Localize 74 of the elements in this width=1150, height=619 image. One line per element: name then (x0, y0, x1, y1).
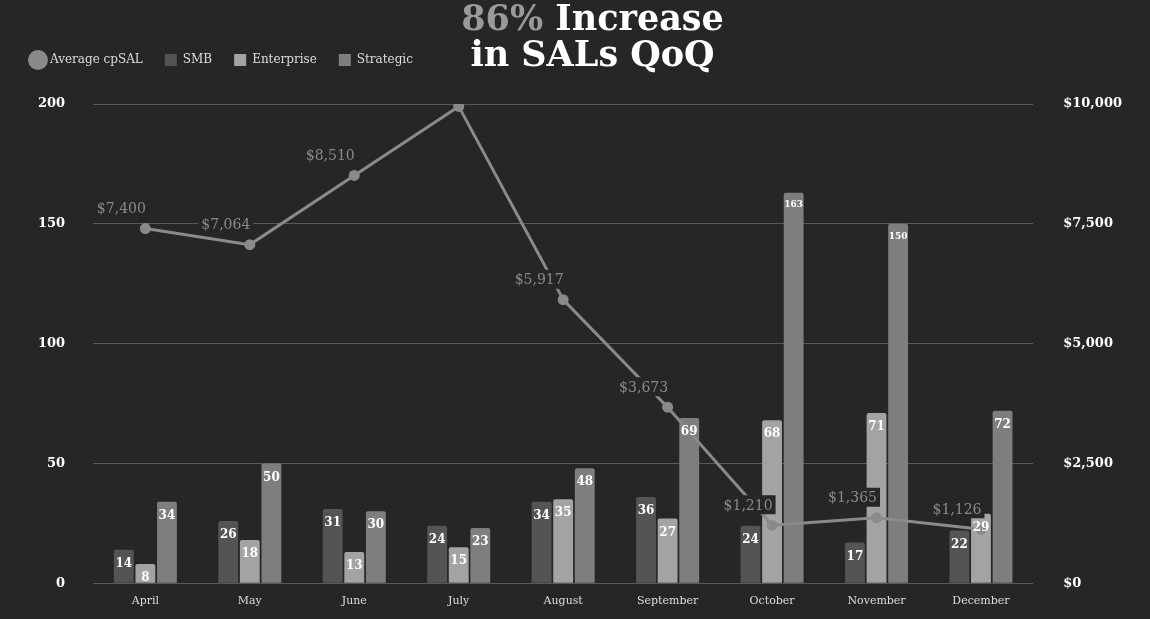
data-label: 23 (471, 534, 489, 549)
data-label: 14 (115, 555, 133, 570)
legend-label: SMB (182, 52, 213, 67)
y-tick-label: 100 (38, 334, 66, 350)
data-label: 29 (972, 519, 990, 534)
x-tick-label: July (447, 593, 471, 607)
data-label: 24 (428, 531, 446, 546)
data-label: 8 (141, 570, 150, 585)
data-label: $7,400 (96, 200, 146, 217)
bar (365, 511, 386, 583)
data-label: 34 (533, 507, 550, 522)
x-tick-label: June (340, 593, 367, 607)
data-label: 17 (846, 548, 864, 563)
data-label: $1,126 (932, 500, 982, 517)
y2-tick-label: $0 (1063, 574, 1082, 590)
y-tick-label: 200 (38, 95, 66, 111)
bar (157, 501, 177, 583)
x-tick-label: November (847, 593, 907, 607)
data-label: 68 (763, 426, 781, 441)
data-label: $1,365 (828, 489, 878, 506)
y2-tick-label: $5,000 (1063, 334, 1113, 350)
y-tick-label: 50 (47, 454, 66, 470)
bar (553, 499, 574, 583)
bar (657, 518, 678, 583)
data-label: 72 (994, 416, 1011, 431)
point (557, 294, 569, 306)
bar (261, 463, 282, 583)
x-tick-label: October (749, 593, 796, 607)
data-label: 35 (554, 505, 572, 520)
data-label: $3,673 (619, 378, 669, 395)
x-tick-label: May (237, 593, 263, 607)
y2-tick-label: $10,000 (1063, 95, 1123, 111)
y-tick-label: 0 (56, 574, 66, 590)
data-label: $1,210 (723, 496, 773, 513)
bar (574, 468, 595, 583)
legend-label: Strategic (356, 52, 414, 67)
y2-tick-label: $2,500 (1063, 454, 1113, 470)
bar (992, 410, 1013, 583)
chart-title: 86% Increase in SALs QoQ (460, 0, 725, 74)
point (244, 239, 256, 251)
x-tick-label: August (542, 593, 584, 607)
data-label: 34 (158, 507, 176, 522)
x-tick-label: December (952, 593, 1011, 607)
data-label: 15 (450, 553, 468, 568)
data-label: 30 (367, 517, 385, 532)
x-tick-label: September (636, 593, 699, 607)
data-label: 31 (324, 515, 342, 530)
y-tick-label: 150 (38, 215, 66, 231)
point (348, 169, 360, 181)
data-label: 71 (868, 419, 885, 434)
point (766, 519, 778, 531)
data-label: 163 (784, 199, 804, 210)
data-label: 36 (637, 503, 655, 518)
data-label: 69 (680, 424, 698, 438)
x-tick-label: April (130, 593, 160, 607)
data-label: 24 (742, 531, 759, 546)
point (662, 401, 674, 413)
data-label: 150 (888, 230, 908, 241)
data-label: 27 (659, 524, 676, 539)
bar (470, 528, 491, 583)
data-label: 22 (951, 536, 968, 551)
point (139, 223, 151, 235)
legend-label: Enterprise (252, 52, 317, 67)
data-label: $5,917 (514, 271, 564, 288)
data-label: 18 (241, 546, 259, 561)
data-label: 13 (345, 558, 363, 573)
data-label: 48 (576, 474, 594, 489)
data-label: $7,064 (201, 216, 251, 233)
legend-label: Average cpSAL (49, 52, 143, 67)
data-label: 50 (263, 469, 280, 484)
point (871, 512, 883, 524)
y2-tick-label: $7,500 (1063, 215, 1113, 231)
data-label: 26 (219, 527, 237, 542)
data-label: $8,510 (305, 147, 355, 164)
